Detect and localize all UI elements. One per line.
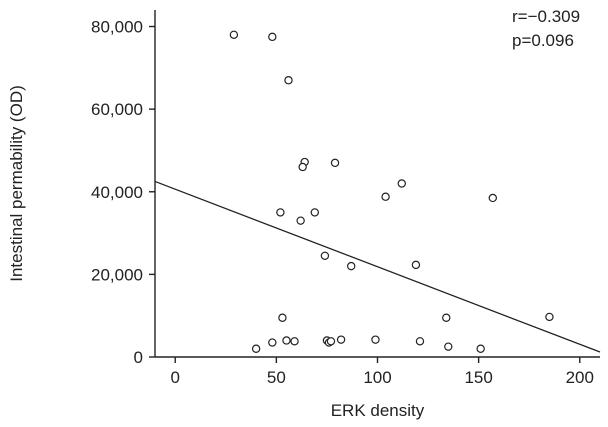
x-axis-title: ERK density — [331, 401, 425, 420]
data-points — [229, 30, 554, 353]
data-point — [326, 337, 336, 346]
data-point — [268, 32, 277, 42]
data-point — [488, 193, 497, 203]
data-point — [290, 337, 299, 346]
data-point — [476, 344, 485, 353]
x-tick-label: 200 — [566, 368, 594, 387]
x-tick-label: 100 — [363, 368, 391, 387]
data-point — [545, 312, 554, 322]
data-point — [444, 342, 453, 351]
x-tick-label: 0 — [170, 368, 179, 387]
data-point — [330, 158, 340, 168]
y-tick-label: 80,000 — [91, 18, 143, 37]
x-tick-label: 50 — [267, 368, 286, 387]
data-point — [411, 260, 421, 270]
data-point — [381, 192, 390, 201]
data-point — [347, 261, 356, 271]
regression-line — [154, 180, 601, 353]
data-point — [251, 344, 261, 353]
y-tick-label: 20,000 — [91, 265, 143, 284]
y-tick-label: 0 — [134, 348, 143, 367]
data-point — [397, 179, 406, 188]
data-point — [278, 313, 287, 322]
axes — [149, 10, 600, 363]
data-point — [320, 251, 330, 260]
correlation-r-annotation: r=−0.309 — [512, 7, 580, 26]
data-point — [284, 76, 293, 85]
data-point — [296, 216, 305, 225]
data-point — [298, 162, 307, 172]
data-point — [442, 313, 451, 322]
data-point — [276, 208, 285, 217]
data-point — [415, 337, 425, 346]
data-point — [268, 338, 277, 347]
y-tick-label: 40,000 — [91, 183, 143, 202]
correlation-p-annotation: p=0.096 — [512, 31, 574, 50]
regression-line-group — [154, 180, 601, 353]
y-axis-title: Intestinal permability (OD) — [7, 85, 26, 282]
data-point — [229, 30, 239, 39]
data-point — [336, 335, 346, 344]
tick-labels: 0 50 100 150 200 0 20,000 40,000 60,000 80,000 — [91, 18, 594, 387]
x-tick-label: 150 — [464, 368, 492, 387]
data-point — [282, 336, 291, 345]
data-point — [310, 208, 319, 217]
data-point — [371, 335, 380, 344]
y-tick-label: 60,000 — [91, 100, 143, 119]
